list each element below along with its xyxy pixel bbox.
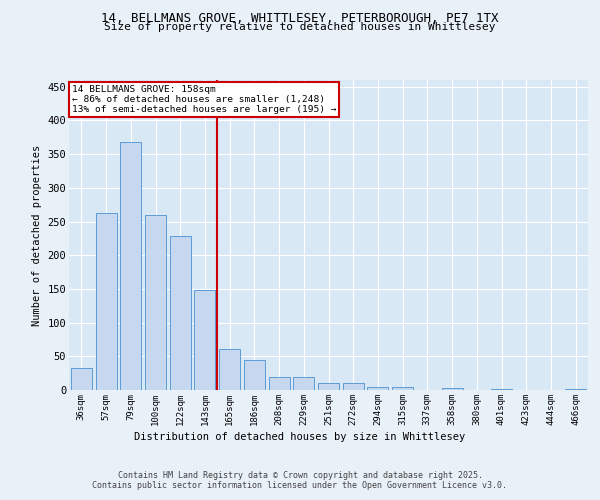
Bar [95,214,116,390]
Text: Size of property relative to detached houses in Whittlesey: Size of property relative to detached ho… [104,22,496,32]
Text: Contains HM Land Registry data © Crown copyright and database right 2025.
Contai: Contains HM Land Registry data © Crown c… [92,470,508,490]
Bar [170,236,191,390]
Bar [343,384,364,390]
Bar [491,388,512,390]
Bar [392,386,413,390]
Y-axis label: Number of detached properties: Number of detached properties [32,144,42,326]
Bar [269,377,290,390]
Bar [293,377,314,390]
Bar [367,386,388,390]
Text: 14 BELLMANS GROVE: 158sqm
← 86% of detached houses are smaller (1,248)
13% of se: 14 BELLMANS GROVE: 158sqm ← 86% of detac… [71,84,336,114]
Bar [244,360,265,390]
Bar [318,384,339,390]
Bar [194,290,215,390]
Bar [219,349,240,390]
Text: 14, BELLMANS GROVE, WHITTLESEY, PETERBOROUGH, PE7 1TX: 14, BELLMANS GROVE, WHITTLESEY, PETERBOR… [101,12,499,26]
Bar [442,388,463,390]
Bar [120,142,141,390]
Bar [71,368,92,390]
Bar [145,215,166,390]
Text: Distribution of detached houses by size in Whittlesey: Distribution of detached houses by size … [134,432,466,442]
Bar [565,388,586,390]
